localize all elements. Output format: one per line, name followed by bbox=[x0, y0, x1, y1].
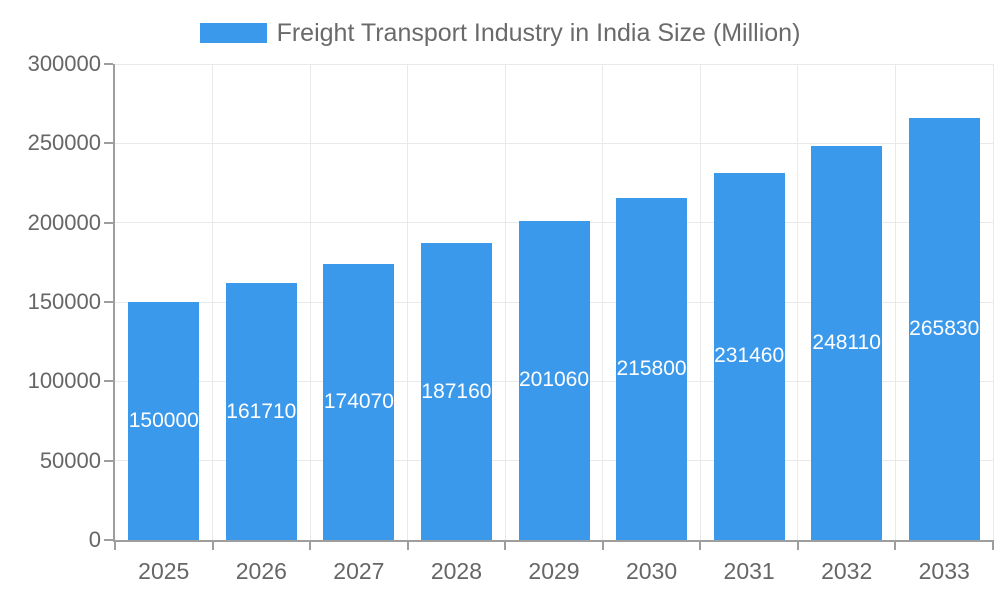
y-axis-tick-label: 200000 bbox=[27, 209, 101, 235]
y-axis-tick-label: 250000 bbox=[27, 130, 101, 156]
bar-value-label: 187160 bbox=[421, 379, 492, 403]
y-axis-tick bbox=[104, 380, 113, 383]
plot-area: 0 50000 100000 150000 200000 250000 300000 1500… bbox=[28, 51, 994, 584]
v-gridline bbox=[504, 64, 506, 540]
y-axis-tick bbox=[104, 459, 113, 462]
x-axis-tick-label: 2028 bbox=[430, 558, 483, 584]
bar bbox=[713, 172, 785, 540]
x-axis-tick-label: 2029 bbox=[528, 558, 580, 584]
x-axis-tick-label: 2033 bbox=[918, 558, 970, 584]
x-axis-tick bbox=[699, 540, 702, 550]
bar bbox=[908, 118, 980, 540]
bar bbox=[225, 283, 297, 540]
bar bbox=[323, 263, 395, 540]
x-axis-tick bbox=[894, 540, 897, 550]
bar-value-label: 174070 bbox=[323, 389, 394, 413]
v-gridline bbox=[602, 64, 604, 540]
y-axis-tick-label: 300000 bbox=[27, 51, 101, 76]
legend-swatch bbox=[199, 23, 267, 43]
v-gridline bbox=[407, 64, 409, 540]
v-gridline bbox=[212, 64, 214, 540]
x-axis-tick bbox=[406, 540, 409, 550]
x-axis-tick bbox=[211, 540, 214, 550]
x-axis-tick-label: 2031 bbox=[723, 558, 775, 584]
bar-value-label: 265830 bbox=[909, 317, 980, 341]
h-gridline bbox=[115, 63, 993, 65]
x-axis-tick bbox=[114, 540, 116, 550]
v-gridline bbox=[894, 64, 896, 540]
y-axis-tick-label: 100000 bbox=[27, 368, 101, 394]
x-axis-tick bbox=[504, 540, 507, 550]
h-gridline bbox=[115, 142, 993, 144]
bar bbox=[128, 302, 200, 540]
y-axis-line bbox=[113, 64, 115, 540]
bar bbox=[811, 146, 883, 540]
y-axis-tick-label: 50000 bbox=[39, 447, 101, 473]
x-axis-tick bbox=[309, 540, 312, 550]
x-axis-line bbox=[113, 540, 993, 542]
bar-value-label: 248110 bbox=[812, 331, 881, 355]
bar-value-label: 150000 bbox=[128, 409, 199, 432]
v-gridline bbox=[699, 64, 701, 540]
x-axis-tick bbox=[992, 540, 994, 550]
bar-value-label: 161710 bbox=[226, 399, 297, 423]
bar-value-label: 231460 bbox=[714, 344, 785, 368]
x-axis-tick-label: 2032 bbox=[821, 558, 873, 584]
y-axis-tick bbox=[104, 301, 113, 303]
x-axis-tick bbox=[601, 540, 604, 550]
y-axis-tick bbox=[104, 539, 113, 541]
y-axis-tick bbox=[104, 142, 113, 145]
bar bbox=[420, 243, 492, 540]
bar-value-label: 215800 bbox=[616, 356, 687, 380]
y-axis-tick bbox=[104, 221, 113, 224]
bar bbox=[616, 197, 688, 540]
y-axis-tick bbox=[104, 63, 113, 65]
v-gridline bbox=[797, 64, 799, 540]
chart-legend: Freight Transport Industry in India Size… bbox=[0, 16, 1000, 50]
x-axis-tick bbox=[796, 540, 799, 550]
y-axis-tick-label: 0 bbox=[88, 527, 101, 552]
bar-value-label: 201060 bbox=[518, 368, 590, 392]
chart-title: Freight Transport Industry in India Size… bbox=[276, 19, 801, 47]
v-gridline bbox=[992, 64, 994, 540]
x-axis-tick-label: 2030 bbox=[625, 558, 678, 584]
x-axis-tick-label: 2025 bbox=[138, 558, 190, 584]
x-axis-tick-label: 2026 bbox=[235, 558, 287, 584]
bar bbox=[518, 220, 590, 540]
x-axis-tick-label: 2027 bbox=[333, 558, 385, 584]
y-axis-tick-label: 150000 bbox=[27, 289, 101, 314]
v-gridline bbox=[309, 64, 311, 540]
